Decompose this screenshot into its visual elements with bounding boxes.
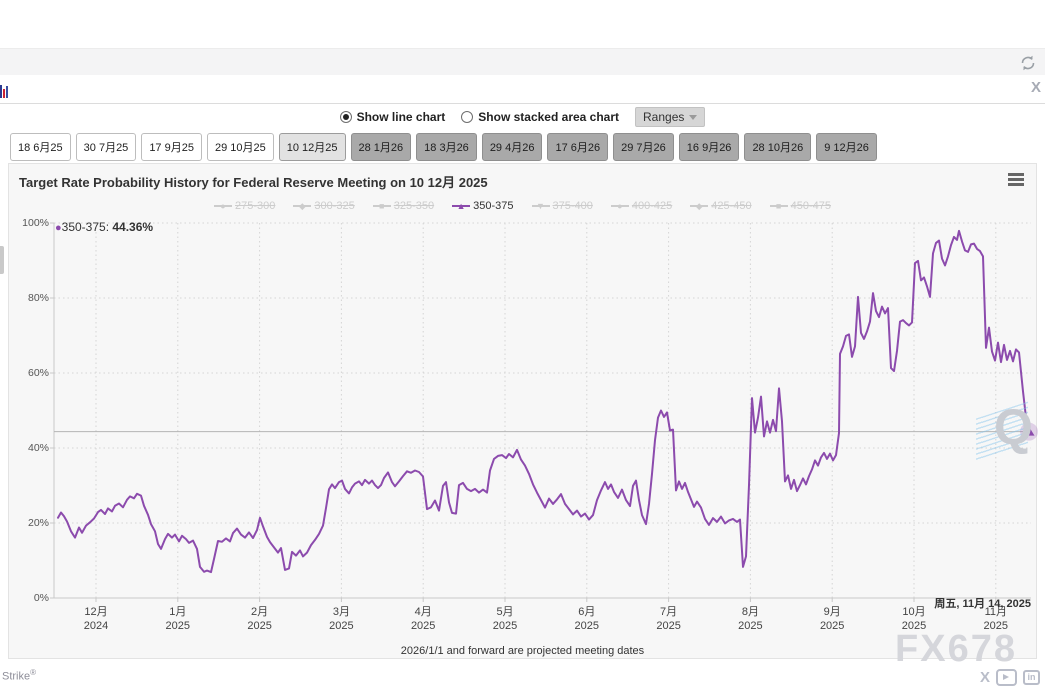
refresh-icon[interactable] [1018, 53, 1038, 73]
probability-line-chart[interactable] [9, 164, 1038, 660]
ranges-dropdown[interactable]: Ranges [635, 107, 705, 127]
tab-meeting-29-7月26[interactable]: 29 7月26 [613, 133, 674, 161]
tab-meeting-18-3月26[interactable]: 18 3月26 [416, 133, 477, 161]
series-line-350-375[interactable] [58, 231, 1029, 572]
x-axis-label-4月-2025: 4月2025 [388, 605, 458, 633]
projected-dates-footnote: 2026/1/1 and forward are projected meeti… [9, 645, 1036, 657]
x-axis-label-9月-2025: 9月2025 [797, 605, 867, 633]
tab-meeting-18-6月25[interactable]: 18 6月25 [10, 133, 71, 161]
header-row: X [0, 75, 1045, 104]
tab-meeting-10-12月25[interactable]: 10 12月25 [279, 133, 346, 161]
left-edge-handle[interactable] [0, 246, 4, 274]
radio-selected-icon[interactable] [340, 111, 352, 123]
y-axis-label-20: 20% [11, 517, 49, 529]
tab-meeting-29-10月25[interactable]: 29 10月25 [207, 133, 274, 161]
radio-stacked-area-chart[interactable]: Show stacked area chart [461, 110, 619, 124]
tab-meeting-17-6月26[interactable]: 17 6月26 [547, 133, 608, 161]
x-axis-label-2月-2025: 2月2025 [225, 605, 295, 633]
tab-meeting-28-10月26[interactable]: 28 10月26 [744, 133, 811, 161]
strike-label: Strike® [2, 668, 36, 683]
x-axis-label-8月-2025: 8月2025 [715, 605, 785, 633]
crosshair-date-label: 周五, 11月 14, 2025 [934, 595, 1031, 611]
y-axis-label-100: 100% [11, 217, 49, 229]
linkedin-icon[interactable]: in [1023, 670, 1040, 685]
x-axis-label-12月-2024: 12月2024 [61, 605, 131, 633]
tab-meeting-30-7月25[interactable]: 30 7月25 [76, 133, 137, 161]
x-axis-label-5月-2025: 5月2025 [470, 605, 540, 633]
series-dot-icon: ● [55, 222, 62, 234]
close-icon[interactable]: X [1031, 79, 1041, 97]
last-value-label: ●350-375: 44.36% [55, 220, 153, 234]
chevron-down-icon [689, 115, 697, 120]
x-axis-label-6月-2025: 6月2025 [552, 605, 622, 633]
clipped-chart-icon [0, 83, 10, 98]
fx678-watermark: FX678 [895, 628, 1017, 671]
radio-unselected-icon[interactable] [461, 111, 473, 123]
toolbar-strip [0, 48, 1045, 76]
y-axis-label-60: 60% [11, 367, 49, 379]
radio-area-label: Show stacked area chart [478, 110, 619, 124]
x-axis-label-7月-2025: 7月2025 [634, 605, 704, 633]
meeting-date-tabs: 18 6月2530 7月2517 9月2529 10月2510 12月2528 … [10, 133, 877, 161]
tab-meeting-28-1月26[interactable]: 28 1月26 [351, 133, 412, 161]
tab-meeting-9-12月26[interactable]: 9 12月26 [816, 133, 877, 161]
q-watermark: Q [994, 402, 1033, 452]
tab-meeting-16-9月26[interactable]: 16 9月26 [679, 133, 740, 161]
x-axis-label-3月-2025: 3月2025 [306, 605, 376, 633]
twitter-x-icon[interactable]: X [980, 669, 990, 686]
radio-line-chart[interactable]: Show line chart [340, 110, 446, 124]
page: { "topbar": { "close": "X" }, "controls"… [0, 0, 1045, 691]
chart-card: Target Rate Probability History for Fede… [8, 163, 1037, 659]
y-axis-label-40: 40% [11, 442, 49, 454]
youtube-icon[interactable] [996, 669, 1017, 686]
radio-line-label: Show line chart [357, 110, 446, 124]
tab-meeting-17-9月25[interactable]: 17 9月25 [141, 133, 202, 161]
chart-type-controls: Show line chart Show stacked area chart … [0, 107, 1045, 127]
tab-meeting-29-4月26[interactable]: 29 4月26 [482, 133, 543, 161]
y-axis-label-80: 80% [11, 292, 49, 304]
y-axis-label-0: 0% [11, 592, 49, 604]
ranges-label: Ranges [643, 110, 684, 124]
social-icons: X in [980, 669, 1040, 686]
x-axis-label-1月-2025: 1月2025 [143, 605, 213, 633]
